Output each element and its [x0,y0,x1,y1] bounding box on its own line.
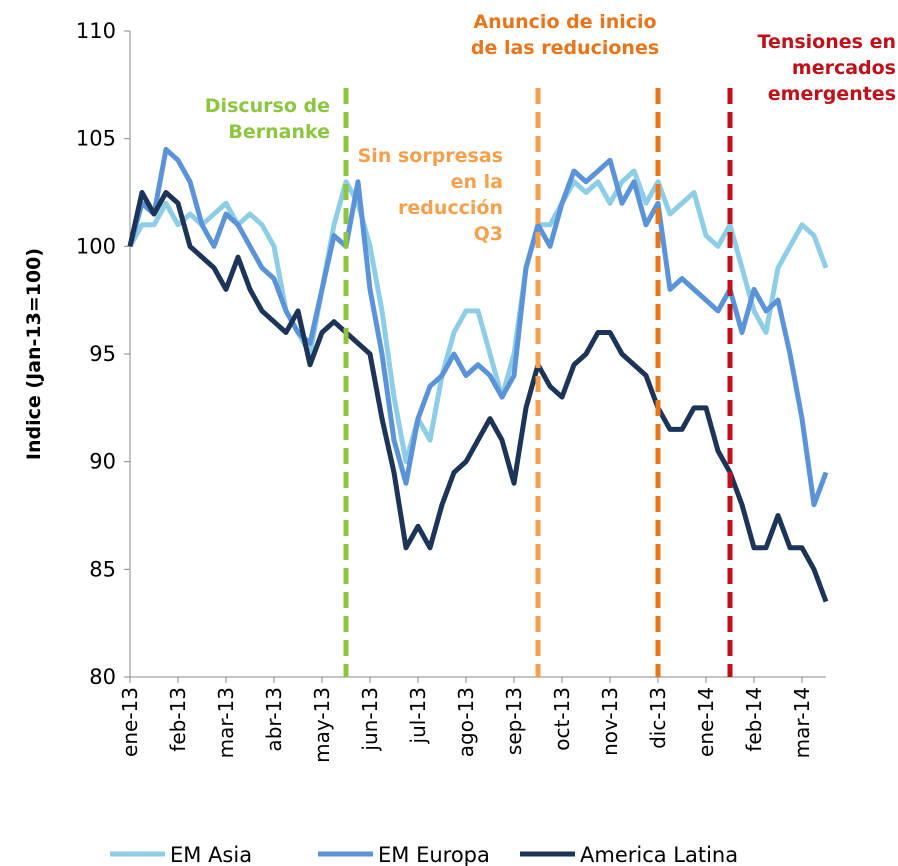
y-tick-label: 95 [89,342,116,366]
y-tick-label: 100 [76,234,116,258]
legend-label: America Latina [580,843,738,866]
annotation-line-text: Tensiones en [758,31,896,53]
annotation: Tensiones en mercados emergentes [758,31,896,105]
x-tick-label: mar-13 [214,687,238,758]
annotation-line-text: Discurso de [205,95,330,117]
annotation: Discurso de Bernanke [205,95,330,143]
x-tick-label: may-13 [310,687,334,763]
x-tick-label: ene-13 [118,687,142,757]
x-tick-label: mar-14 [790,687,814,758]
annotation-line-text: Bernanke [228,121,330,143]
annotation-line-text: de las reduciones [471,37,659,59]
x-tick-label: dic-13 [646,687,670,749]
series-line [127,168,829,465]
annotation-line-text: emergentes [768,83,896,105]
y-tick-label: 85 [89,557,116,581]
legend-label: EM Europa [378,843,490,866]
x-tick-label: feb-13 [166,687,190,752]
series-line [127,146,829,508]
x-tick-label: jul-13 [406,687,430,744]
x-tick-label: ene-14 [694,687,718,757]
x-tick-label: jun-13 [358,687,382,752]
y-tick-label: 110 [76,19,116,43]
annotation-line-text: Anuncio de inicio [473,11,656,33]
y-tick-label: 105 [76,127,116,151]
y-tick-label: 80 [89,665,116,689]
x-tick-label: nov-13 [598,687,622,756]
x-tick-label: oct-13 [550,687,574,751]
annotation-line-text: mercados [792,57,896,79]
y-tick-label: 90 [89,450,116,474]
annotation-line-text: Sin sorpresas [358,145,503,167]
x-tick-label: ago-13 [454,687,478,757]
series-line [127,190,829,603]
annotation-line-text: en la [451,171,503,193]
legend-label: EM Asia [170,843,252,866]
annotation-line-text: Q3 [474,223,503,245]
y-axis-label: Indice (Jan-13=100) [23,248,45,460]
x-tick-label: feb-14 [742,687,766,752]
x-tick-label: sep-13 [502,687,526,755]
x-tick-label: abr-13 [262,687,286,752]
annotation: Sin sorpresas en la reducción Q3 [358,145,503,245]
annotation-line-text: reducción [398,197,503,219]
annotation: Anuncio de inicio de las reduciones [471,11,659,59]
